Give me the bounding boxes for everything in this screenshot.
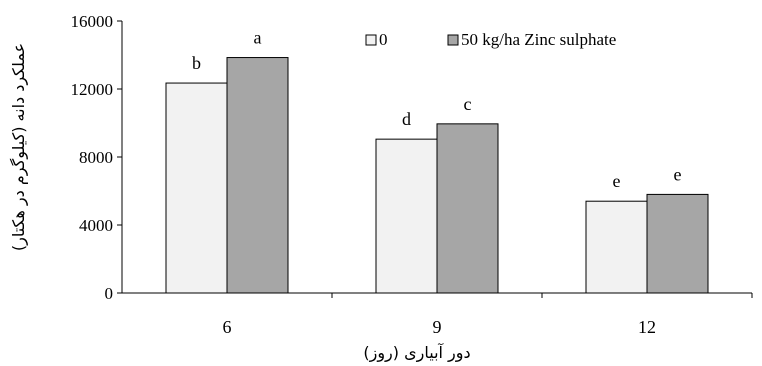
bars	[165, 57, 709, 294]
significance-letter: b	[192, 53, 201, 73]
bar-series-1	[226, 57, 289, 294]
legend: 0 50 kg/ha Zinc sulphate	[365, 30, 616, 49]
y-tick-label: 8000	[79, 148, 113, 167]
legend-label: 50 kg/ha Zinc sulphate	[461, 30, 616, 49]
bar-series-1	[436, 123, 499, 294]
y-tick-label: 0	[105, 284, 114, 303]
y-tick-label: 12000	[71, 80, 114, 99]
bar-series-0	[585, 200, 648, 294]
significance-letter: e	[613, 171, 621, 191]
x-axis-ticks: 6 9 12	[223, 293, 753, 337]
y-axis-title: عملکرد دانه (کیلوگرم در هکتار)	[9, 43, 29, 251]
x-tick-label: 9	[433, 317, 442, 337]
y-axis-ticks: 0 4000 8000 12000 16000	[71, 12, 122, 303]
legend-label: 0	[379, 30, 388, 49]
bar-series-0	[165, 82, 228, 294]
x-axis-title: دور آبیاری (روز)	[363, 343, 470, 363]
legend-swatch	[365, 34, 377, 46]
legend-swatch	[447, 34, 459, 46]
significance-letter: e	[674, 164, 682, 184]
bar-series-1	[646, 193, 709, 294]
significance-letter: d	[402, 109, 411, 129]
bar-series-0	[375, 138, 438, 294]
significance-letter: a	[254, 28, 262, 48]
x-tick-label: 12	[638, 317, 656, 337]
y-tick-label: 16000	[71, 12, 114, 31]
x-tick-label: 6	[223, 317, 232, 337]
significance-letters: b a d c e e	[192, 28, 682, 192]
significance-letter: c	[464, 94, 472, 114]
y-tick-label: 4000	[79, 216, 113, 235]
